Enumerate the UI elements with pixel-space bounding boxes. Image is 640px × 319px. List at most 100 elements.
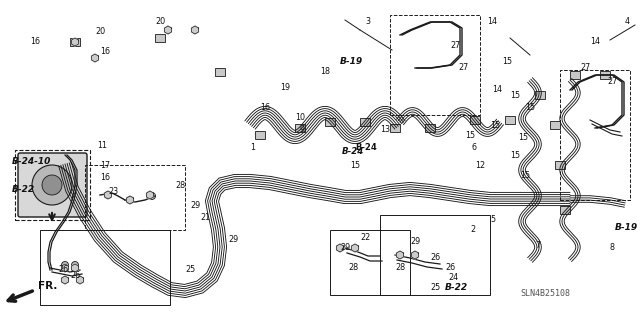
Text: 26: 26 xyxy=(70,271,80,279)
Text: B-22: B-22 xyxy=(12,186,35,195)
Text: B-24: B-24 xyxy=(355,144,377,152)
Text: 16: 16 xyxy=(100,174,110,182)
Text: 15: 15 xyxy=(525,103,535,113)
FancyBboxPatch shape xyxy=(325,118,335,126)
Text: 15: 15 xyxy=(350,160,360,169)
Text: 8: 8 xyxy=(610,243,615,253)
Polygon shape xyxy=(337,244,344,252)
Text: 10: 10 xyxy=(295,114,305,122)
Polygon shape xyxy=(61,264,68,272)
Polygon shape xyxy=(147,191,154,199)
Text: 12: 12 xyxy=(475,160,485,169)
Text: 15: 15 xyxy=(518,133,528,143)
Text: 7: 7 xyxy=(535,241,540,249)
Text: B-22: B-22 xyxy=(445,284,468,293)
Text: 27: 27 xyxy=(450,41,460,49)
Text: B-19: B-19 xyxy=(340,57,363,66)
Text: 1: 1 xyxy=(250,144,255,152)
Text: 15: 15 xyxy=(510,91,520,100)
Polygon shape xyxy=(397,251,403,259)
FancyBboxPatch shape xyxy=(215,68,225,76)
Text: 26: 26 xyxy=(430,254,440,263)
Text: 27: 27 xyxy=(580,63,590,72)
Text: 11: 11 xyxy=(97,140,107,150)
FancyBboxPatch shape xyxy=(535,91,545,99)
Text: B-24-10: B-24-10 xyxy=(12,158,51,167)
FancyBboxPatch shape xyxy=(295,124,305,132)
Text: 28: 28 xyxy=(395,263,405,272)
Circle shape xyxy=(42,175,62,195)
Text: B-24: B-24 xyxy=(342,147,364,157)
FancyBboxPatch shape xyxy=(550,121,560,129)
Text: 23: 23 xyxy=(108,188,118,197)
Text: 16: 16 xyxy=(30,38,40,47)
Polygon shape xyxy=(127,196,134,204)
Text: 5: 5 xyxy=(490,216,495,225)
Polygon shape xyxy=(351,244,358,252)
Text: 14: 14 xyxy=(590,38,600,47)
FancyBboxPatch shape xyxy=(255,131,265,139)
Text: 22: 22 xyxy=(360,234,371,242)
Text: 9: 9 xyxy=(300,125,305,135)
Polygon shape xyxy=(72,38,79,46)
Text: 26: 26 xyxy=(445,263,455,272)
Text: 25: 25 xyxy=(430,284,440,293)
Text: B-19: B-19 xyxy=(615,224,638,233)
Polygon shape xyxy=(412,251,419,259)
Text: 15: 15 xyxy=(502,57,512,66)
Text: 26: 26 xyxy=(58,265,68,275)
FancyBboxPatch shape xyxy=(390,124,400,132)
Text: 18: 18 xyxy=(320,68,330,77)
Text: 17: 17 xyxy=(100,160,110,169)
Polygon shape xyxy=(72,264,79,272)
Circle shape xyxy=(148,192,156,199)
Text: 21: 21 xyxy=(200,213,210,222)
Polygon shape xyxy=(77,276,83,284)
FancyBboxPatch shape xyxy=(570,71,580,79)
Text: 4: 4 xyxy=(625,18,630,26)
Text: 15: 15 xyxy=(490,121,500,130)
Text: 19: 19 xyxy=(280,84,290,93)
Text: 20: 20 xyxy=(155,18,165,26)
Circle shape xyxy=(61,262,68,269)
Circle shape xyxy=(72,262,79,269)
Text: 24: 24 xyxy=(448,273,458,283)
Text: 29: 29 xyxy=(340,243,350,253)
Text: FR.: FR. xyxy=(38,281,58,291)
Text: 28: 28 xyxy=(348,263,358,272)
Text: 15: 15 xyxy=(465,130,475,139)
FancyBboxPatch shape xyxy=(425,124,435,132)
Text: 29: 29 xyxy=(190,201,200,210)
Circle shape xyxy=(104,191,111,198)
Text: 25: 25 xyxy=(185,265,195,275)
FancyBboxPatch shape xyxy=(560,206,570,214)
Polygon shape xyxy=(104,191,111,199)
Text: 29: 29 xyxy=(228,235,238,244)
Text: 3: 3 xyxy=(365,18,370,26)
Text: 27: 27 xyxy=(607,78,617,86)
Text: 13: 13 xyxy=(380,125,390,135)
Circle shape xyxy=(127,197,134,204)
FancyBboxPatch shape xyxy=(470,116,480,124)
Text: 14: 14 xyxy=(487,18,497,26)
FancyBboxPatch shape xyxy=(360,118,370,126)
Text: SLN4B25108: SLN4B25108 xyxy=(520,289,570,298)
Text: 28: 28 xyxy=(175,181,185,189)
FancyBboxPatch shape xyxy=(155,34,165,42)
Text: 15: 15 xyxy=(520,170,530,180)
Text: 15: 15 xyxy=(510,151,520,160)
Polygon shape xyxy=(92,54,99,62)
Polygon shape xyxy=(164,26,172,34)
Polygon shape xyxy=(61,276,68,284)
FancyBboxPatch shape xyxy=(18,153,87,217)
FancyBboxPatch shape xyxy=(505,116,515,124)
Text: 14: 14 xyxy=(492,85,502,94)
Text: 29: 29 xyxy=(410,238,420,247)
FancyBboxPatch shape xyxy=(600,71,610,79)
FancyBboxPatch shape xyxy=(70,38,80,46)
Text: 16: 16 xyxy=(260,103,270,113)
Circle shape xyxy=(32,165,72,205)
FancyBboxPatch shape xyxy=(555,161,565,169)
Text: 6: 6 xyxy=(472,144,477,152)
Polygon shape xyxy=(191,26,198,34)
